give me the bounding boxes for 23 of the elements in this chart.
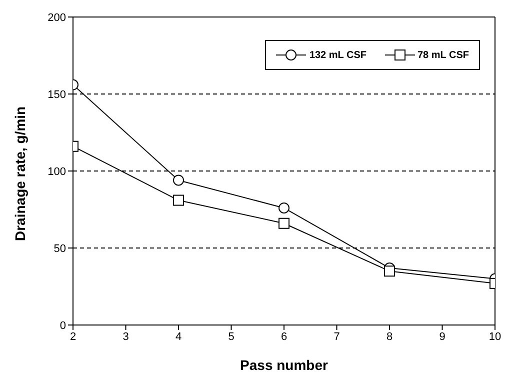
x-axis-title: Pass number	[240, 357, 329, 373]
legend-label: 132 mL CSF	[308, 49, 366, 61]
y-axis-title: Drainage rate, g/min	[12, 106, 28, 241]
y-tick-label: 200	[48, 12, 66, 24]
x-tick-label: 9	[439, 330, 446, 343]
x-tick-label: 3	[122, 330, 129, 343]
x-tick-label: 4	[175, 330, 182, 343]
x-tick-label: 10	[488, 330, 502, 343]
y-tick-label: 0	[60, 320, 66, 332]
x-tick-label: 7	[334, 330, 340, 343]
point	[278, 202, 290, 214]
y-tick-label: 50	[54, 242, 66, 255]
point	[173, 174, 184, 186]
legend-label: 78 mL CSF	[416, 49, 469, 61]
point	[278, 218, 290, 229]
x-tick-label: 6	[280, 330, 288, 343]
point	[173, 194, 184, 206]
x-tick-label: 5	[228, 330, 234, 343]
y-tick-label: 100	[48, 166, 66, 178]
x-tick-label: 2	[70, 330, 76, 343]
point	[384, 266, 395, 277]
y-tick-label: 150	[48, 88, 66, 101]
x-tick-label: 8	[386, 330, 393, 343]
